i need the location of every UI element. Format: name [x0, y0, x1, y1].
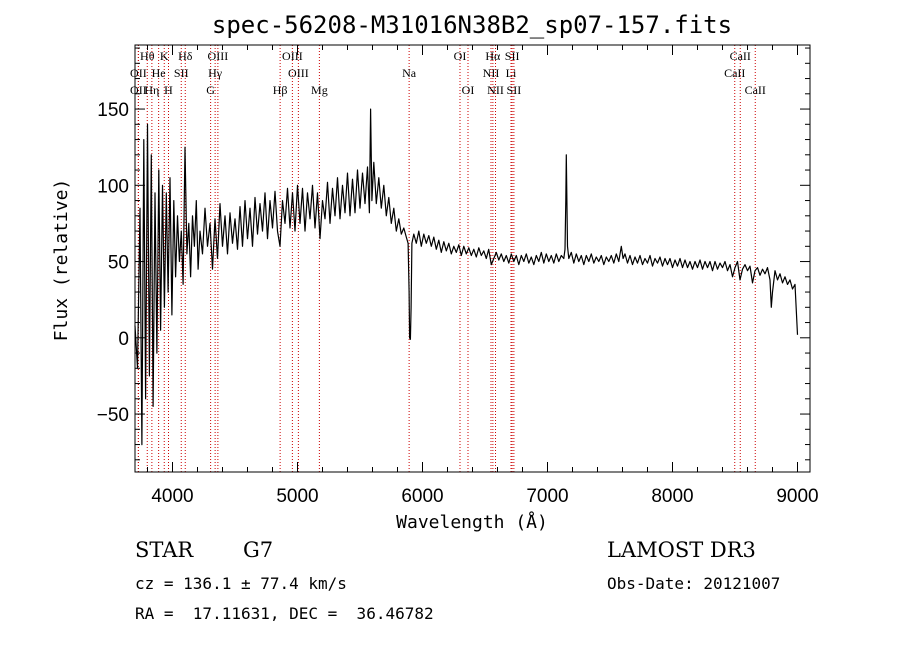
spectral-line-label: Na	[402, 66, 417, 80]
flux-line	[134, 108, 799, 446]
spectral-line-label: OI	[454, 49, 467, 63]
spectral-line-label: H	[164, 83, 173, 97]
spectral-line-label: OII	[130, 66, 147, 80]
spectral-line-label: OIII	[208, 49, 229, 63]
spectral-line-label: Li	[506, 66, 517, 80]
y-axis-label: Flux (relative)	[51, 179, 72, 342]
spectral-line-label: SII	[505, 49, 520, 63]
x-tick-label: 5000	[276, 486, 318, 507]
x-tick-label: 4000	[151, 486, 193, 507]
x-axis-label: Wavelength (Å)	[396, 511, 548, 533]
spectral-line-label: NII	[483, 66, 500, 80]
observation-date: Obs-Date: 20121007	[607, 574, 781, 593]
object-class: STAR	[135, 538, 194, 562]
y-tick-label: 50	[108, 253, 129, 274]
plot-frame	[134, 44, 811, 473]
spectral-line-label: G	[206, 83, 215, 97]
spectral-line-label: Hβ	[273, 83, 288, 97]
x-tick-label: 8000	[651, 486, 693, 507]
spectral-line-label: Hδ	[178, 49, 193, 63]
flux-series	[134, 108, 799, 446]
chart-title: spec-56208-M31016N38B2_sp07-157.fits	[212, 11, 732, 39]
spectral-line-label: K	[160, 49, 169, 63]
spectral-line-label: NII	[487, 83, 504, 97]
y-tick-label: 0	[118, 329, 129, 350]
spectral-line-markers	[137, 45, 756, 472]
spectral-line-label: OIII	[288, 66, 309, 80]
spectral-line-label: He	[152, 66, 166, 80]
x-tick-label: 7000	[526, 486, 568, 507]
spectral-line-label: Hγ	[208, 66, 223, 80]
spectral-line-label: Mg	[311, 83, 328, 97]
spectral-line-label: SII	[174, 66, 189, 80]
spectral-line-label: SII	[507, 83, 522, 97]
spectral-line-label: OI	[462, 83, 475, 97]
spectral-line-label: OIII	[282, 49, 303, 63]
spectral-line-label: Hη	[144, 83, 159, 97]
spectral-line-label: CaII	[745, 83, 766, 97]
x-tick-label: 9000	[776, 486, 818, 507]
x-tick-label: 6000	[401, 486, 443, 507]
spectral-line-label: Hα	[485, 49, 501, 63]
y-axis-ticks: −50 0 50 100 150	[97, 47, 810, 461]
spectral-line-label: OII	[130, 83, 147, 97]
spectral-line-label: CaII	[730, 49, 751, 63]
x-axis-ticks: 4000 5000 6000 7000 8000 9000	[147, 45, 819, 507]
redshift-value: cz = 136.1 ± 77.4 km/s	[135, 574, 347, 593]
spectral-line-label: Hθ	[140, 49, 155, 63]
y-tick-label: −50	[97, 405, 129, 426]
coordinates: RA = 17.11631, DEC = 36.46782	[135, 604, 434, 623]
y-tick-label: 100	[97, 176, 129, 197]
spectral-line-label: CaII	[724, 66, 745, 80]
y-tick-label: 150	[97, 100, 129, 121]
survey-name: LAMOST DR3	[607, 538, 756, 562]
object-subclass: G7	[243, 538, 274, 562]
